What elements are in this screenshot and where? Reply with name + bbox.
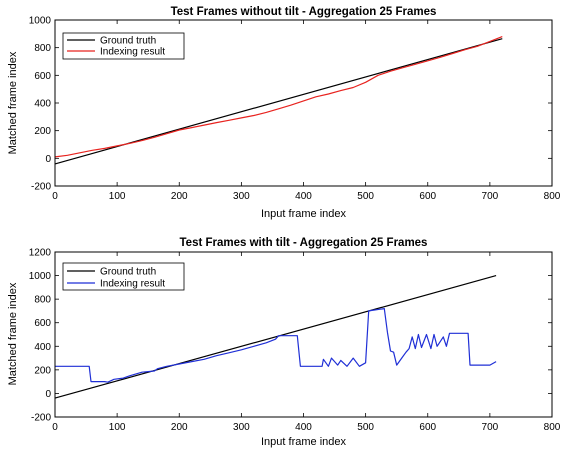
series-line-indexing-result: [54, 36, 503, 158]
chart-bottom-xlabel: Input frame index: [261, 436, 346, 448]
x-tick-label: 400: [295, 191, 312, 202]
chart-bottom-ticks: 0 100 200 300 400 500 600 700 800-20002004006008…: [29, 248, 561, 434]
x-tick-label: 500: [357, 191, 374, 202]
x-tick-label: 100: [109, 422, 126, 433]
y-tick-label: 800: [34, 43, 51, 54]
y-tick-label: -200: [31, 413, 51, 424]
chart-top-title: Test Frames without tilt - Aggregation 2…: [171, 6, 437, 18]
x-tick-label: 500: [357, 422, 374, 433]
y-tick-label: 600: [34, 318, 51, 329]
x-tick-label: 400: [295, 422, 312, 433]
y-tick-label: 200: [34, 365, 51, 376]
chart-bottom-legend: Ground truth Indexing result: [62, 262, 185, 291]
y-tick-label: 0: [45, 154, 51, 165]
chart-bottom-legend-box: [62, 262, 185, 291]
x-tick-label: 800: [544, 422, 561, 433]
chart-bottom-title: Test Frames with tilt - Aggregation 25 F…: [180, 237, 428, 249]
x-tick-label: 600: [419, 422, 436, 433]
y-tick-label: 1000: [29, 16, 52, 27]
chart-bottom: Test Frames with tilt - Aggregation 25 F…: [7, 237, 561, 448]
chart-top-xlabel: Input frame index: [261, 208, 346, 220]
y-tick-label: 0: [45, 389, 51, 400]
y-tick-label: 200: [34, 126, 51, 137]
x-tick-label: 200: [171, 422, 188, 433]
x-tick-label: 200: [171, 191, 188, 202]
chart-top-legend: Ground truth Indexing result: [62, 32, 185, 60]
chart-bottom-legend-label-ground-truth: Ground truth: [100, 267, 156, 278]
y-tick-label: 800: [34, 295, 51, 306]
x-tick-label: 700: [482, 422, 499, 433]
chart-top-legend-box: [62, 32, 185, 60]
x-tick-label: 300: [233, 422, 250, 433]
chart-top-legend-label-ground-truth: Ground truth: [100, 36, 156, 47]
chart-bottom-legend-label-indexing-result: Indexing result: [100, 279, 165, 290]
x-tick-label: 600: [419, 191, 436, 202]
chart-bottom-lines: [54, 275, 497, 399]
x-tick-label: 800: [544, 191, 561, 202]
series-line-indexing-result: [55, 308, 497, 383]
chart-top-lines: [54, 36, 503, 165]
y-tick-label: 600: [34, 71, 51, 82]
x-tick-label: 700: [482, 191, 499, 202]
series-line-ground-truth: [54, 275, 497, 399]
y-tick-label: 1000: [29, 271, 52, 282]
x-tick-label: 0: [52, 191, 58, 202]
chart-bottom-axes-box: [54, 251, 553, 418]
y-tick-label: 1200: [29, 248, 52, 259]
chart-top-axes-box: [54, 19, 553, 187]
chart-top-legend-label-indexing-result: Indexing result: [100, 47, 165, 58]
y-tick-label: 400: [34, 99, 51, 110]
chart-top-ylabel: Matched frame index: [7, 51, 19, 154]
x-tick-label: 0: [52, 422, 58, 433]
y-tick-label: 400: [34, 342, 51, 353]
x-tick-label: 300: [233, 191, 250, 202]
chart-bottom-ylabel: Matched frame index: [7, 282, 19, 385]
x-tick-label: 100: [109, 191, 126, 202]
chart-top: Test Frames without tilt - Aggregation 2…: [7, 6, 561, 220]
y-tick-label: -200: [31, 182, 51, 193]
